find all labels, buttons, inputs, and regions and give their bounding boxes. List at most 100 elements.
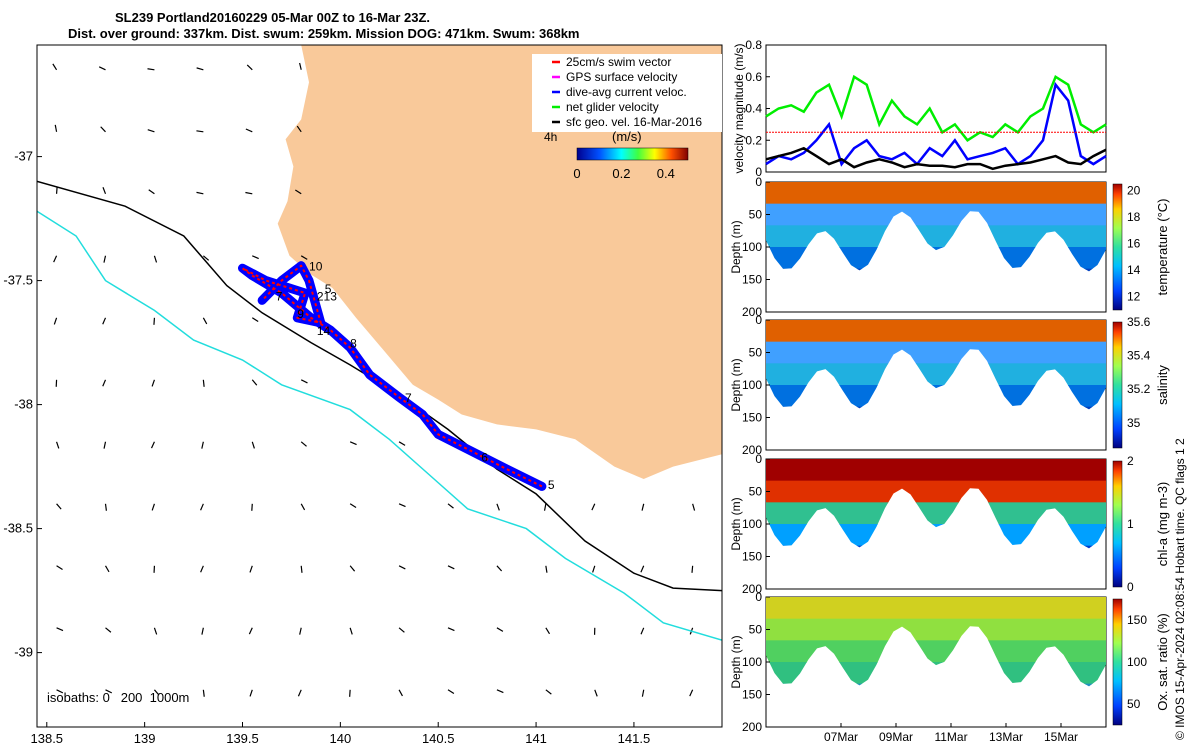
day-label: 5 [325, 282, 332, 296]
geo-arrow [641, 503, 645, 511]
date-tick-label: 13Mar [989, 730, 1023, 744]
map-y-ticks: -37 -37.5 -38 -38.5 -39 [3, 149, 42, 660]
geo-arrow [398, 441, 406, 446]
heatmap-band [766, 182, 1106, 205]
velocity-series-line [765, 74, 1107, 142]
velocity-series-line [765, 146, 1107, 171]
heatmap-colorbar [1112, 598, 1123, 726]
geo-arrow [543, 503, 547, 511]
geo-arrow [252, 255, 259, 260]
temperature-panel: 0 50 100 150 200 Depth (m) 20 18 16 14 12 temperatu… [730, 175, 1170, 319]
x-tick-label: 138.5 [31, 731, 64, 746]
day-label: 5 [548, 478, 555, 492]
heatmap-colorbar [1112, 460, 1123, 588]
geo-arrow [245, 128, 253, 133]
geo-arrow [300, 503, 306, 511]
heatmap-band [766, 363, 1106, 386]
depth-tick-label: 0 [755, 590, 762, 604]
geo-arrow [56, 565, 63, 570]
speed-colorbar [576, 147, 689, 161]
geo-arrow [249, 565, 253, 573]
geo-arrow [251, 441, 255, 449]
geo-arrow [246, 64, 253, 71]
heatmap-band [766, 459, 1106, 482]
date-tick-label: 09Mar [879, 730, 913, 744]
geo-arrow [148, 189, 155, 195]
colorbar-tick-label: 35 [1127, 416, 1141, 430]
geo-arrow [56, 689, 64, 694]
date-tick-label: 11Mar [934, 730, 967, 744]
legend-label: 25cm/s swim vector [566, 55, 671, 69]
geo-arrow [55, 186, 58, 194]
depth-tick-label: 100 [742, 240, 762, 254]
x-tick-label: 141 [525, 731, 547, 746]
date-axis: 07Mar 09Mar 11Mar 13Mar 15Mar [824, 723, 1078, 744]
salinity-panel: 0 50 100 150 200 Depth (m) 35.6 35.4 35.2 35 salin… [730, 313, 1170, 457]
day-label: 14 [317, 324, 331, 338]
heatmap-band [766, 203, 1106, 227]
x-tick-label: 140.5 [422, 731, 455, 746]
geo-arrow [692, 503, 696, 511]
isobath-1000m-line [37, 210, 722, 641]
geo-arrow [447, 503, 454, 509]
colorbar-tick-label: 1 [1127, 517, 1134, 531]
geo-arrow [249, 689, 253, 697]
geo-arrow [691, 565, 694, 573]
geo-arrow [196, 130, 204, 133]
colorbar-tick-label: 16 [1127, 237, 1141, 251]
geo-arrow [300, 255, 308, 260]
geo-arrow [200, 503, 204, 511]
y-tick-label: -39 [14, 645, 33, 660]
depth-tick-label: 150 [742, 411, 762, 425]
depth-tick-label: 100 [742, 655, 762, 669]
colorbar-label: salinity [1155, 365, 1170, 405]
geo-arrow [56, 627, 64, 632]
geo-arrow [295, 189, 302, 195]
depth-tick-label: 100 [742, 517, 762, 531]
geo-arrow [591, 503, 596, 511]
geo-arrow [56, 441, 60, 449]
colorbar-tick-label: 0 [1127, 580, 1134, 594]
geo-arrow [202, 689, 205, 697]
map-frame [36, 44, 723, 728]
geo-arrow [153, 255, 158, 263]
day-label: 10 [309, 260, 323, 274]
velocity-y-tick-label: 0.8 [745, 38, 762, 52]
geo-arrow [104, 565, 110, 573]
legend-label: dive-avg current veloc. [566, 85, 687, 99]
geo-arrow [53, 317, 58, 325]
geo-arrow [103, 255, 107, 263]
depth-axis-label: Depth (m) [730, 358, 743, 411]
heatmap-band [766, 640, 1106, 663]
colorbar-tick-label: 14 [1127, 263, 1141, 277]
geo-arrow [147, 129, 155, 133]
x-tick-label: 139.5 [226, 731, 259, 746]
heatmap-band [766, 502, 1106, 525]
day-label: 7 [276, 289, 283, 303]
y-tick-label: -37.5 [3, 273, 33, 288]
geo-arrow [592, 565, 596, 573]
heatmap-band [766, 480, 1106, 504]
legend-box [532, 54, 722, 132]
isobath-label: isobaths: 0 200 1000m [47, 690, 189, 705]
dive-avg-current-track [238, 261, 547, 491]
chart-title-line2: Dist. over ground: 337km. Dist. swum: 25… [68, 26, 580, 41]
colorbar-tick-label: 150 [1127, 613, 1147, 627]
x-tick-label: 139 [134, 731, 156, 746]
geo-arrow [398, 689, 403, 697]
geo-arrow [251, 317, 259, 323]
depth-axis-label: Depth (m) [730, 635, 743, 688]
geo-arrow [640, 565, 645, 573]
geo-arrow [104, 503, 107, 511]
velocity-y-tick-label: 0.4 [745, 102, 762, 116]
depth-tick-label: 150 [742, 688, 762, 702]
geo-arrow [103, 441, 107, 449]
velocity-y-tick-label: 0 [755, 165, 762, 179]
geo-arrow [150, 441, 155, 449]
geo-arrow [105, 689, 113, 694]
